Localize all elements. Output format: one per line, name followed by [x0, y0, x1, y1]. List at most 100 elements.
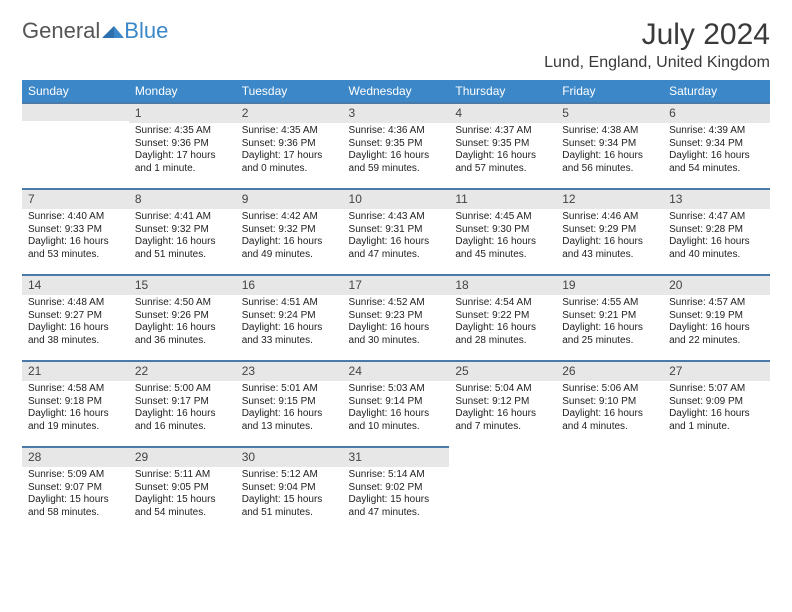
day-details: Sunrise: 4:38 AMSunset: 9:34 PMDaylight:… [556, 123, 663, 179]
calendar-day-cell: 20Sunrise: 4:57 AMSunset: 9:19 PMDayligh… [663, 274, 770, 360]
calendar-day-cell: 8Sunrise: 4:41 AMSunset: 9:32 PMDaylight… [129, 188, 236, 274]
day-details: Sunrise: 5:11 AMSunset: 9:05 PMDaylight:… [129, 467, 236, 523]
daylight-text: Daylight: 16 hours and 25 minutes. [562, 322, 657, 347]
calendar-day-cell: 11Sunrise: 4:45 AMSunset: 9:30 PMDayligh… [449, 188, 556, 274]
calendar-table: SundayMondayTuesdayWednesdayThursdayFrid… [22, 80, 770, 532]
sunset-text: Sunset: 9:23 PM [349, 310, 444, 323]
day-number: 24 [343, 360, 450, 381]
brand-logo: General Blue [22, 18, 168, 44]
daylight-text: Daylight: 17 hours and 1 minute. [135, 150, 230, 175]
sunset-text: Sunset: 9:21 PM [562, 310, 657, 323]
calendar-day-cell: 9Sunrise: 4:42 AMSunset: 9:32 PMDaylight… [236, 188, 343, 274]
calendar-day-cell: 27Sunrise: 5:07 AMSunset: 9:09 PMDayligh… [663, 360, 770, 446]
daylight-text: Daylight: 15 hours and 58 minutes. [28, 494, 123, 519]
calendar-day-cell: 13Sunrise: 4:47 AMSunset: 9:28 PMDayligh… [663, 188, 770, 274]
daylight-text: Daylight: 16 hours and 59 minutes. [349, 150, 444, 175]
day-details: Sunrise: 4:52 AMSunset: 9:23 PMDaylight:… [343, 295, 450, 351]
day-number: 18 [449, 274, 556, 295]
sunrise-text: Sunrise: 4:38 AM [562, 125, 657, 138]
sunrise-text: Sunrise: 4:35 AM [135, 125, 230, 138]
sunset-text: Sunset: 9:07 PM [28, 482, 123, 495]
day-details: Sunrise: 5:03 AMSunset: 9:14 PMDaylight:… [343, 381, 450, 437]
sunset-text: Sunset: 9:18 PM [28, 396, 123, 409]
sunset-text: Sunset: 9:35 PM [455, 138, 550, 151]
calendar-day-cell: 21Sunrise: 4:58 AMSunset: 9:18 PMDayligh… [22, 360, 129, 446]
sunrise-text: Sunrise: 5:12 AM [242, 469, 337, 482]
day-details: Sunrise: 4:46 AMSunset: 9:29 PMDaylight:… [556, 209, 663, 265]
daylight-text: Daylight: 15 hours and 47 minutes. [349, 494, 444, 519]
logo-triangle-icon [102, 18, 124, 44]
day-number: 20 [663, 274, 770, 295]
daylight-text: Daylight: 16 hours and 47 minutes. [349, 236, 444, 261]
daylight-text: Daylight: 16 hours and 53 minutes. [28, 236, 123, 261]
weekday-header: Sunday [22, 80, 129, 102]
sunrise-text: Sunrise: 4:54 AM [455, 297, 550, 310]
brand-part1: General [22, 18, 100, 44]
daylight-text: Daylight: 16 hours and 40 minutes. [669, 236, 764, 261]
sunrise-text: Sunrise: 4:35 AM [242, 125, 337, 138]
day-number: 11 [449, 188, 556, 209]
sunset-text: Sunset: 9:31 PM [349, 224, 444, 237]
sunrise-text: Sunrise: 4:51 AM [242, 297, 337, 310]
day-details: Sunrise: 5:04 AMSunset: 9:12 PMDaylight:… [449, 381, 556, 437]
day-details: Sunrise: 4:35 AMSunset: 9:36 PMDaylight:… [236, 123, 343, 179]
daylight-text: Daylight: 16 hours and 28 minutes. [455, 322, 550, 347]
day-details: Sunrise: 5:07 AMSunset: 9:09 PMDaylight:… [663, 381, 770, 437]
day-details: Sunrise: 4:54 AMSunset: 9:22 PMDaylight:… [449, 295, 556, 351]
sunrise-text: Sunrise: 5:09 AM [28, 469, 123, 482]
daylight-text: Daylight: 16 hours and 51 minutes. [135, 236, 230, 261]
day-details: Sunrise: 5:09 AMSunset: 9:07 PMDaylight:… [22, 467, 129, 523]
calendar-head: SundayMondayTuesdayWednesdayThursdayFrid… [22, 80, 770, 102]
sunrise-text: Sunrise: 4:39 AM [669, 125, 764, 138]
weekday-header: Thursday [449, 80, 556, 102]
sunset-text: Sunset: 9:24 PM [242, 310, 337, 323]
sunrise-text: Sunrise: 4:45 AM [455, 211, 550, 224]
calendar-day-cell: 26Sunrise: 5:06 AMSunset: 9:10 PMDayligh… [556, 360, 663, 446]
sunset-text: Sunset: 9:32 PM [135, 224, 230, 237]
calendar-day-cell: 18Sunrise: 4:54 AMSunset: 9:22 PMDayligh… [449, 274, 556, 360]
day-details: Sunrise: 4:50 AMSunset: 9:26 PMDaylight:… [129, 295, 236, 351]
calendar-week-row: 28Sunrise: 5:09 AMSunset: 9:07 PMDayligh… [22, 446, 770, 532]
sunrise-text: Sunrise: 4:46 AM [562, 211, 657, 224]
sunset-text: Sunset: 9:26 PM [135, 310, 230, 323]
day-details: Sunrise: 4:40 AMSunset: 9:33 PMDaylight:… [22, 209, 129, 265]
day-number: 6 [663, 102, 770, 123]
sunrise-text: Sunrise: 4:40 AM [28, 211, 123, 224]
sunset-text: Sunset: 9:22 PM [455, 310, 550, 323]
sunrise-text: Sunrise: 5:03 AM [349, 383, 444, 396]
day-number: 10 [343, 188, 450, 209]
calendar-day-cell: 29Sunrise: 5:11 AMSunset: 9:05 PMDayligh… [129, 446, 236, 532]
calendar-day-cell: 14Sunrise: 4:48 AMSunset: 9:27 PMDayligh… [22, 274, 129, 360]
day-number: 9 [236, 188, 343, 209]
day-details: Sunrise: 4:41 AMSunset: 9:32 PMDaylight:… [129, 209, 236, 265]
sunset-text: Sunset: 9:35 PM [349, 138, 444, 151]
sunset-text: Sunset: 9:36 PM [242, 138, 337, 151]
calendar-day-cell: 28Sunrise: 5:09 AMSunset: 9:07 PMDayligh… [22, 446, 129, 532]
day-details: Sunrise: 4:55 AMSunset: 9:21 PMDaylight:… [556, 295, 663, 351]
calendar-week-row: 21Sunrise: 4:58 AMSunset: 9:18 PMDayligh… [22, 360, 770, 446]
daylight-text: Daylight: 15 hours and 51 minutes. [242, 494, 337, 519]
daylight-text: Daylight: 16 hours and 43 minutes. [562, 236, 657, 261]
calendar-day-cell [556, 446, 663, 532]
day-number: 21 [22, 360, 129, 381]
sunrise-text: Sunrise: 5:01 AM [242, 383, 337, 396]
day-details: Sunrise: 4:45 AMSunset: 9:30 PMDaylight:… [449, 209, 556, 265]
day-number: 25 [449, 360, 556, 381]
day-details: Sunrise: 5:01 AMSunset: 9:15 PMDaylight:… [236, 381, 343, 437]
day-details: Sunrise: 4:37 AMSunset: 9:35 PMDaylight:… [449, 123, 556, 179]
day-number: 8 [129, 188, 236, 209]
calendar-day-cell: 22Sunrise: 5:00 AMSunset: 9:17 PMDayligh… [129, 360, 236, 446]
sunrise-text: Sunrise: 5:00 AM [135, 383, 230, 396]
day-number: 2 [236, 102, 343, 123]
sunrise-text: Sunrise: 4:47 AM [669, 211, 764, 224]
daylight-text: Daylight: 16 hours and 38 minutes. [28, 322, 123, 347]
sunset-text: Sunset: 9:19 PM [669, 310, 764, 323]
sunrise-text: Sunrise: 4:41 AM [135, 211, 230, 224]
sunset-text: Sunset: 9:30 PM [455, 224, 550, 237]
calendar-day-cell: 19Sunrise: 4:55 AMSunset: 9:21 PMDayligh… [556, 274, 663, 360]
sunset-text: Sunset: 9:12 PM [455, 396, 550, 409]
daylight-text: Daylight: 17 hours and 0 minutes. [242, 150, 337, 175]
sunrise-text: Sunrise: 4:57 AM [669, 297, 764, 310]
calendar-day-cell: 30Sunrise: 5:12 AMSunset: 9:04 PMDayligh… [236, 446, 343, 532]
sunset-text: Sunset: 9:02 PM [349, 482, 444, 495]
